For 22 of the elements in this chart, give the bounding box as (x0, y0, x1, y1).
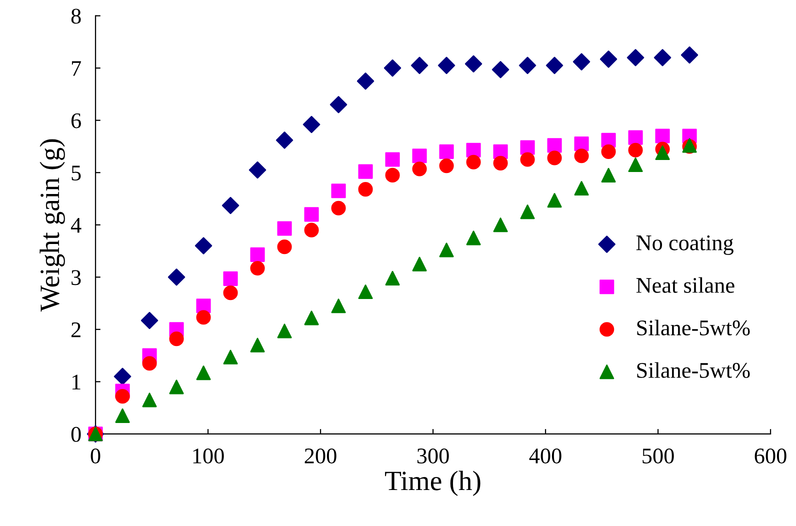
legend-label: Neat silane (636, 277, 734, 293)
x-axis-title: Time (h) (385, 470, 480, 496)
y-tick-label: 2 (71, 322, 80, 338)
x-tick-label: 100 (193, 448, 224, 464)
y-tick-label: 5 (72, 166, 81, 181)
y-axis-title: Weight gain (g) (40, 139, 65, 312)
y-tick-label: 3 (72, 270, 81, 286)
x-tick-label: 300 (417, 448, 449, 464)
x-tick-label: 400 (529, 448, 562, 464)
legend-label: Silane-5wt% (637, 362, 750, 378)
y-tick-label: 4 (70, 218, 82, 233)
x-tick-label: 0 (90, 448, 100, 464)
y-tick-label: 0 (71, 426, 81, 442)
legend-label: No coating (636, 235, 734, 255)
y-tick-label: 6 (71, 113, 81, 128)
x-tick-label: 500 (642, 448, 674, 464)
x-tick-label: 600 (754, 448, 786, 464)
y-tick-label: 1 (72, 374, 80, 390)
legend-label: Silane-5wt% (637, 320, 750, 336)
y-tick-label: 7 (72, 61, 81, 76)
x-tick-label: 200 (304, 448, 336, 464)
y-tick-label: 8 (71, 8, 81, 24)
